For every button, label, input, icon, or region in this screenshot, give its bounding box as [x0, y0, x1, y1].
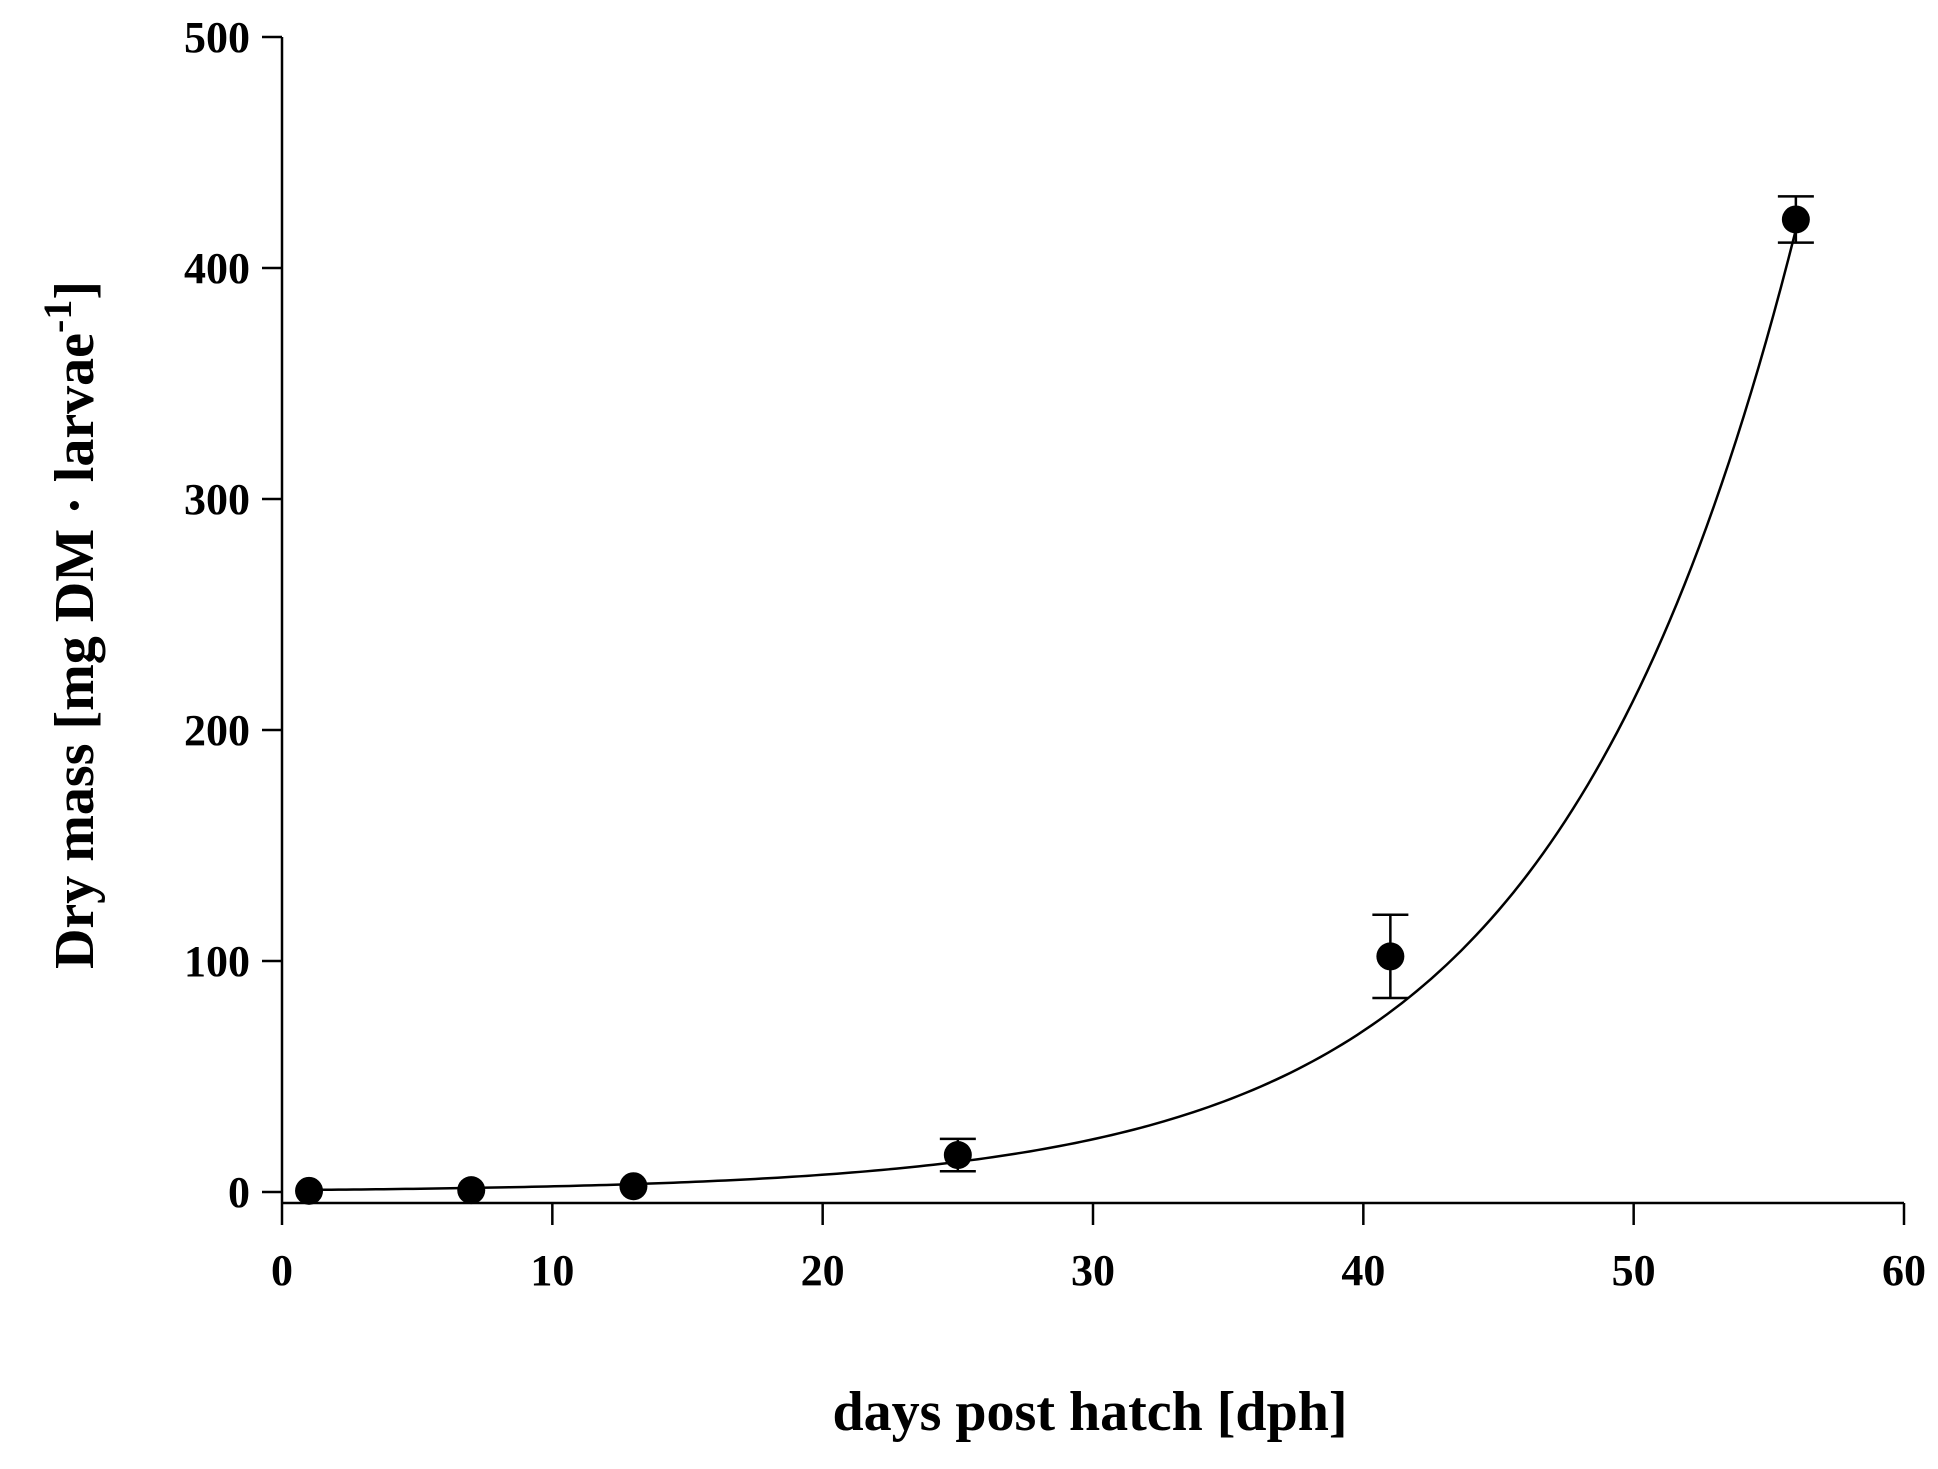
fit-curve-layer: [309, 229, 1798, 1192]
y-tick-label-100: 100: [184, 937, 250, 986]
x-tick-label-60: 60: [1882, 1246, 1926, 1295]
y-tick-label-500: 500: [184, 13, 250, 62]
fit-curve: [309, 229, 1798, 1192]
axes: [280, 37, 1904, 1205]
x-tick-label-20: 20: [801, 1246, 845, 1295]
y-tick-label-300: 300: [184, 475, 250, 524]
x-tick-label-10: 10: [530, 1246, 574, 1295]
y-ticks: 0 100 200 300 400 500: [184, 13, 282, 1217]
x-tick-label-0: 0: [271, 1246, 293, 1295]
x-ticks: 0 10 20 30 40 50 60: [271, 1203, 1926, 1295]
data-point-7: [457, 1176, 486, 1205]
y-axis-title-close: ]: [44, 281, 106, 300]
data-point-41: [1376, 942, 1405, 971]
x-tick-label-50: 50: [1612, 1246, 1656, 1295]
y-tick-label-400: 400: [184, 244, 250, 293]
data-points-layer: [295, 195, 1814, 1205]
y-tick-label-200: 200: [184, 706, 250, 755]
data-point-56: [1781, 205, 1810, 234]
y-tick-label-0: 0: [228, 1168, 250, 1217]
y-axis-title-superscript: -1: [35, 300, 80, 333]
y-axis-title: Dry mass [mg DM · larvae-1]: [35, 281, 106, 969]
x-axis-title: days post hatch [dph]: [832, 1381, 1347, 1443]
x-tick-label-30: 30: [1071, 1246, 1115, 1295]
x-tick-label-40: 40: [1341, 1246, 1385, 1295]
data-point-1: [295, 1176, 324, 1205]
data-point-25: [943, 1141, 972, 1170]
y-axis-title-main: Dry mass [mg DM · larvae: [44, 333, 106, 969]
data-point-13: [619, 1172, 648, 1201]
